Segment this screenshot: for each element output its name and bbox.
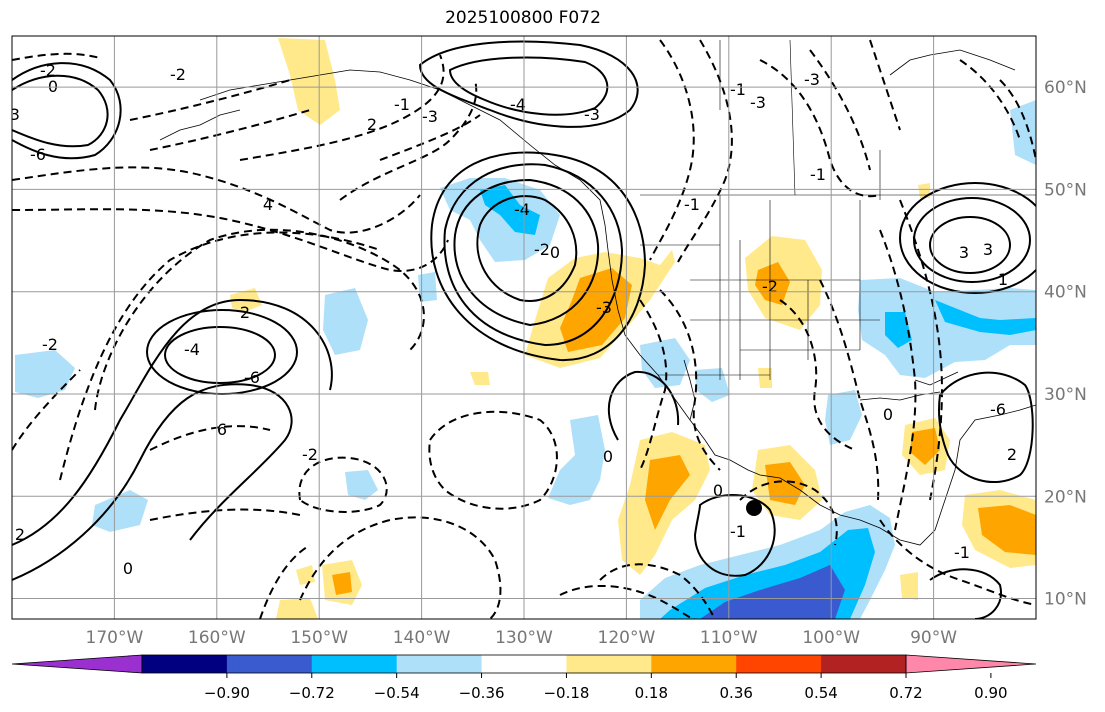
contour-label: -3: [750, 93, 766, 112]
map-area: -20-3-62-4-66-24-4-3-32-1-2-220-2-40-3-1…: [4, 38, 1036, 619]
lon-tick-label: 120°W: [598, 628, 656, 648]
contour-label: -3: [804, 70, 820, 89]
map-frame: [11, 35, 1037, 620]
contour-label: 0: [713, 481, 723, 500]
colorbar-tick-label: −0.18: [543, 684, 589, 702]
graticule: [12, 36, 1036, 619]
colorbar-tick-label: −0.36: [459, 684, 505, 702]
contour-label: 0: [603, 447, 613, 466]
contour-label: 0: [123, 559, 133, 578]
contour-label: 1: [998, 270, 1008, 289]
lat-tick-label: 10°N: [1044, 590, 1087, 610]
negative-anomaly-shading: [15, 100, 1036, 619]
lat-tick-label: 40°N: [1044, 283, 1087, 303]
contour-label: -2: [302, 445, 318, 464]
contour-label: 0: [48, 77, 58, 96]
contour-label: -1: [684, 195, 700, 214]
contour-label: -4: [510, 95, 526, 114]
contour-label: -1: [810, 165, 826, 184]
colorbar-tick-labels: −0.90 −0.72 −0.54 −0.36 −0.18 0.18 0.36 0.54 0.7…: [204, 673, 1008, 702]
contour-label: 2: [367, 115, 377, 134]
contour-label: -2: [42, 335, 58, 354]
location-marker: [746, 500, 762, 516]
colorbar-segment: [821, 655, 907, 673]
colorbar-outline: [141, 654, 907, 674]
lon-tick-label: 100°W: [802, 628, 860, 648]
contour-label: 6: [217, 420, 227, 439]
colorbar-segment: [481, 655, 567, 673]
contour-label: 0: [883, 405, 893, 424]
solid-contours: [12, 40, 1036, 619]
lon-tick-label: 170°W: [86, 628, 144, 648]
latitude-tick-labels: 10°N 20°N 30°N 40°N 50°N 60°N: [1044, 78, 1087, 609]
contour-label: -6: [244, 368, 260, 387]
colorbar-tick-label: −0.54: [374, 684, 420, 702]
colorbar-segment: [736, 655, 822, 673]
contour-label: -4: [514, 200, 530, 219]
lon-tick-label: 140°W: [393, 628, 451, 648]
contour-label: -3: [4, 105, 20, 124]
contour-label: 0: [550, 243, 560, 262]
contour-label: -2: [762, 277, 778, 296]
colorbar-tick-label: 0.54: [804, 684, 837, 702]
contour-label: 4: [263, 195, 273, 214]
lat-tick-label: 60°N: [1044, 78, 1087, 98]
colorbar-extend-max: [905, 654, 1037, 674]
contour-label: 2: [1007, 445, 1017, 464]
contour-label: -1: [730, 80, 746, 99]
colorbar-tick-label: 0.36: [720, 684, 753, 702]
lon-tick-label: 90°W: [910, 628, 957, 648]
lon-tick-label: 160°W: [188, 628, 246, 648]
colorbar-segment: [142, 655, 228, 673]
contour-label: 3: [983, 240, 993, 259]
contour-label: 3: [959, 243, 969, 262]
colorbar-tick-label: −0.90: [204, 684, 250, 702]
colorbar-segment: [566, 655, 652, 673]
colorbar-extend-min: [11, 654, 143, 674]
contour-label: -3: [422, 107, 438, 126]
colorbar-segment: [226, 655, 313, 673]
lat-tick-label: 50°N: [1044, 180, 1087, 200]
lon-tick-label: 110°W: [700, 628, 758, 648]
lat-tick-label: 20°N: [1044, 487, 1087, 507]
map-title: 2025100800 F072: [445, 8, 601, 28]
contour-label: -2: [534, 240, 550, 259]
colorbar: [11, 654, 1037, 674]
lat-tick-label: 30°N: [1044, 385, 1087, 405]
colorbar-tick-label: 0.90: [974, 684, 1007, 702]
contour-label: 2: [15, 525, 25, 544]
contour-label: -6: [30, 145, 46, 164]
colorbar-tick-label: 0.72: [889, 684, 922, 702]
contour-label: -2: [170, 65, 186, 84]
colorbar-tick-label: −0.72: [289, 684, 335, 702]
contour-labels: -20-3-62-4-66-24-4-3-32-1-2-220-2-40-3-1…: [4, 61, 1017, 578]
colorbar-segment: [651, 655, 737, 673]
contour-label: -3: [596, 298, 612, 317]
lon-tick-label: 130°W: [495, 628, 553, 648]
contour-label: -1: [730, 522, 746, 541]
colorbar-segment: [396, 655, 483, 673]
contour-label: -4: [184, 340, 200, 359]
contour-label: -6: [990, 400, 1006, 419]
lon-tick-label: 150°W: [290, 628, 348, 648]
contour-label: -1: [954, 543, 970, 562]
contour-label: -2: [40, 61, 56, 80]
colorbar-tick-label: 0.18: [635, 684, 668, 702]
contour-label: -1: [394, 95, 410, 114]
contour-label: -3: [584, 105, 600, 124]
colorbar-segment: [311, 655, 398, 673]
contour-label: 2: [240, 303, 250, 322]
longitude-tick-labels: 170°W 160°W 150°W 140°W 130°W 120°W 110°W 100°W…: [86, 628, 958, 648]
